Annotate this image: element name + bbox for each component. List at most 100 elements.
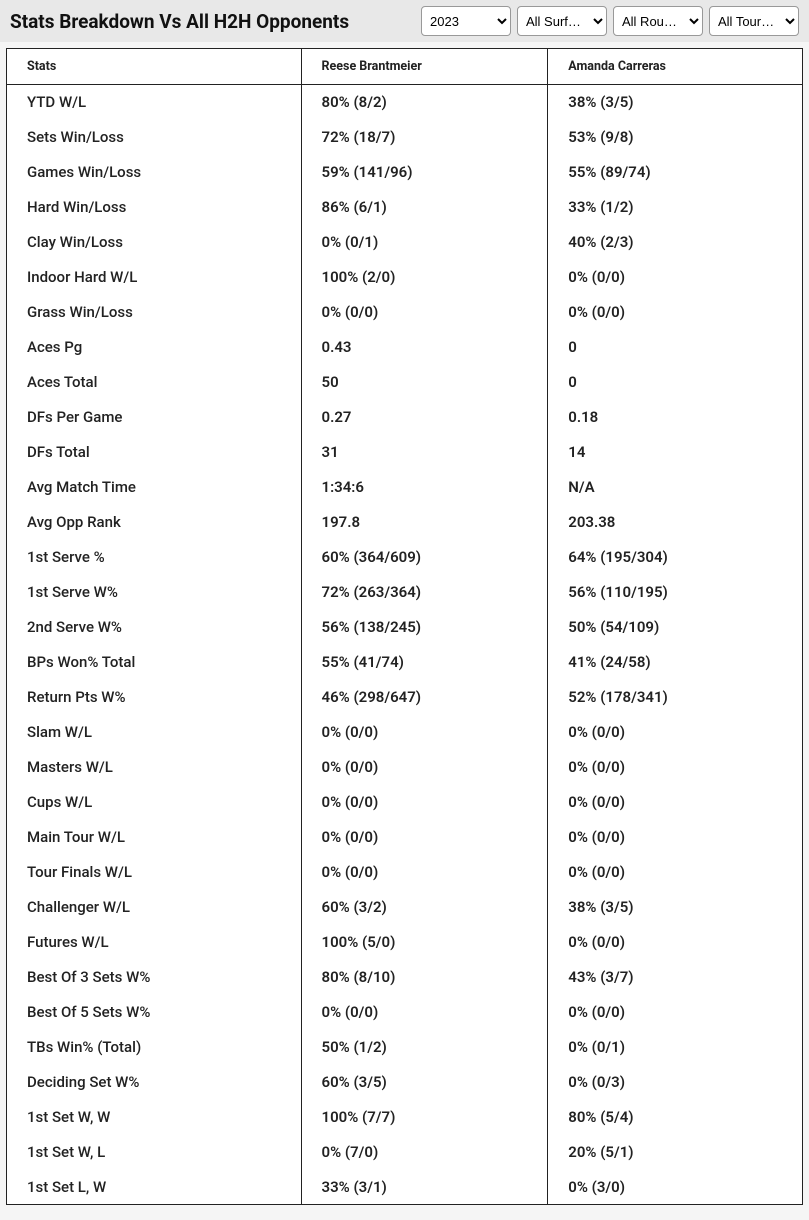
stat-value-player2: 0% (0/0) — [548, 260, 803, 295]
stat-label: 1st Serve % — [7, 540, 302, 575]
stat-value-player1: 0% (0/1) — [301, 225, 548, 260]
stat-value-player1: 0% (0/0) — [301, 295, 548, 330]
table-row: 1st Set L, W33% (3/1)0% (3/0) — [7, 1170, 803, 1205]
round-select[interactable]: All Rou… — [613, 6, 703, 36]
stat-value-player1: 72% (263/364) — [301, 575, 548, 610]
stat-value-player1: 0% (0/0) — [301, 855, 548, 890]
stats-table: Stats Reese Brantmeier Amanda Carreras Y… — [6, 48, 803, 1205]
stat-label: TBs Win% (Total) — [7, 1030, 302, 1065]
stat-value-player2: N/A — [548, 470, 803, 505]
surface-select[interactable]: All Surf… — [517, 6, 607, 36]
stat-value-player1: 72% (18/7) — [301, 120, 548, 155]
stat-label: 2nd Serve W% — [7, 610, 302, 645]
table-row: DFs Per Game0.270.18 — [7, 400, 803, 435]
stat-label: YTD W/L — [7, 85, 302, 120]
stat-value-player2: 64% (195/304) — [548, 540, 803, 575]
table-row: Indoor Hard W/L100% (2/0)0% (0/0) — [7, 260, 803, 295]
stat-label: Indoor Hard W/L — [7, 260, 302, 295]
stat-value-player1: 0% (7/0) — [301, 1135, 548, 1170]
stat-label: 1st Set W, L — [7, 1135, 302, 1170]
table-row: Cups W/L0% (0/0)0% (0/0) — [7, 785, 803, 820]
stat-value-player1: 0.27 — [301, 400, 548, 435]
stat-value-player2: 0% (0/0) — [548, 855, 803, 890]
stat-label: 1st Set L, W — [7, 1170, 302, 1205]
table-row: Avg Match Time1:34:6N/A — [7, 470, 803, 505]
stat-label: Masters W/L — [7, 750, 302, 785]
year-select[interactable]: 2023 — [421, 6, 511, 36]
table-row: 2nd Serve W%56% (138/245)50% (54/109) — [7, 610, 803, 645]
stat-value-player1: 0% (0/0) — [301, 715, 548, 750]
tour-select[interactable]: All Tour… — [709, 6, 799, 36]
stat-value-player2: 56% (110/195) — [548, 575, 803, 610]
stat-value-player2: 41% (24/58) — [548, 645, 803, 680]
table-row: Hard Win/Loss86% (6/1)33% (1/2) — [7, 190, 803, 225]
stat-label: Futures W/L — [7, 925, 302, 960]
stat-value-player2: 0% (0/0) — [548, 295, 803, 330]
stat-label: 1st Serve W% — [7, 575, 302, 610]
stat-value-player2: 52% (178/341) — [548, 680, 803, 715]
table-row: Slam W/L0% (0/0)0% (0/0) — [7, 715, 803, 750]
stat-value-player1: 33% (3/1) — [301, 1170, 548, 1205]
stat-value-player2: 0% (0/0) — [548, 820, 803, 855]
table-row: Clay Win/Loss0% (0/1)40% (2/3) — [7, 225, 803, 260]
stat-value-player2: 55% (89/74) — [548, 155, 803, 190]
stat-value-player1: 55% (41/74) — [301, 645, 548, 680]
table-row: Best Of 3 Sets W%80% (8/10)43% (3/7) — [7, 960, 803, 995]
table-row: 1st Serve W%72% (263/364)56% (110/195) — [7, 575, 803, 610]
stat-label: Return Pts W% — [7, 680, 302, 715]
stat-value-player2: 0% (0/0) — [548, 995, 803, 1030]
stat-value-player2: 0 — [548, 365, 803, 400]
table-row: Best Of 5 Sets W%0% (0/0)0% (0/0) — [7, 995, 803, 1030]
stat-label: Games Win/Loss — [7, 155, 302, 190]
stat-value-player1: 0% (0/0) — [301, 995, 548, 1030]
header-bar: Stats Breakdown Vs All H2H Opponents 202… — [0, 0, 809, 42]
col-header-player2: Amanda Carreras — [548, 49, 803, 85]
stat-label: DFs Total — [7, 435, 302, 470]
stat-value-player2: 0% (3/0) — [548, 1170, 803, 1205]
stat-label: Main Tour W/L — [7, 820, 302, 855]
stat-value-player2: 38% (3/5) — [548, 85, 803, 120]
table-row: TBs Win% (Total)50% (1/2)0% (0/1) — [7, 1030, 803, 1065]
stat-label: Tour Finals W/L — [7, 855, 302, 890]
stat-value-player1: 80% (8/2) — [301, 85, 548, 120]
stat-value-player2: 0% (0/0) — [548, 715, 803, 750]
table-row: Avg Opp Rank197.8203.38 — [7, 505, 803, 540]
table-row: Return Pts W%46% (298/647)52% (178/341) — [7, 680, 803, 715]
table-row: Tour Finals W/L0% (0/0)0% (0/0) — [7, 855, 803, 890]
stat-label: Deciding Set W% — [7, 1065, 302, 1100]
stat-value-player1: 59% (141/96) — [301, 155, 548, 190]
stat-value-player2: 0.18 — [548, 400, 803, 435]
stat-value-player2: 14 — [548, 435, 803, 470]
table-row: Sets Win/Loss72% (18/7)53% (9/8) — [7, 120, 803, 155]
stat-label: Hard Win/Loss — [7, 190, 302, 225]
table-container: Stats Reese Brantmeier Amanda Carreras Y… — [0, 42, 809, 1205]
stat-value-player2: 33% (1/2) — [548, 190, 803, 225]
stat-value-player1: 31 — [301, 435, 548, 470]
stat-value-player2: 0 — [548, 330, 803, 365]
stat-value-player1: 50 — [301, 365, 548, 400]
stat-value-player1: 0% (0/0) — [301, 750, 548, 785]
stat-value-player1: 86% (6/1) — [301, 190, 548, 225]
stat-value-player1: 100% (5/0) — [301, 925, 548, 960]
stat-value-player1: 50% (1/2) — [301, 1030, 548, 1065]
stat-value-player1: 0% (0/0) — [301, 820, 548, 855]
stat-label: DFs Per Game — [7, 400, 302, 435]
table-row: Grass Win/Loss0% (0/0)0% (0/0) — [7, 295, 803, 330]
stat-label: Cups W/L — [7, 785, 302, 820]
stat-value-player1: 60% (364/609) — [301, 540, 548, 575]
stat-label: Slam W/L — [7, 715, 302, 750]
stat-value-player1: 197.8 — [301, 505, 548, 540]
stat-value-player1: 80% (8/10) — [301, 960, 548, 995]
table-row: BPs Won% Total55% (41/74)41% (24/58) — [7, 645, 803, 680]
stat-value-player1: 46% (298/647) — [301, 680, 548, 715]
col-header-stats: Stats — [7, 49, 302, 85]
stat-value-player1: 60% (3/5) — [301, 1065, 548, 1100]
stat-value-player2: 0% (0/0) — [548, 925, 803, 960]
stat-value-player2: 20% (5/1) — [548, 1135, 803, 1170]
table-row: Games Win/Loss59% (141/96)55% (89/74) — [7, 155, 803, 190]
table-row: Aces Total500 — [7, 365, 803, 400]
stat-label: 1st Set W, W — [7, 1100, 302, 1135]
table-row: Challenger W/L60% (3/2)38% (3/5) — [7, 890, 803, 925]
stat-value-player2: 53% (9/8) — [548, 120, 803, 155]
table-row: 1st Set W, W100% (7/7)80% (5/4) — [7, 1100, 803, 1135]
